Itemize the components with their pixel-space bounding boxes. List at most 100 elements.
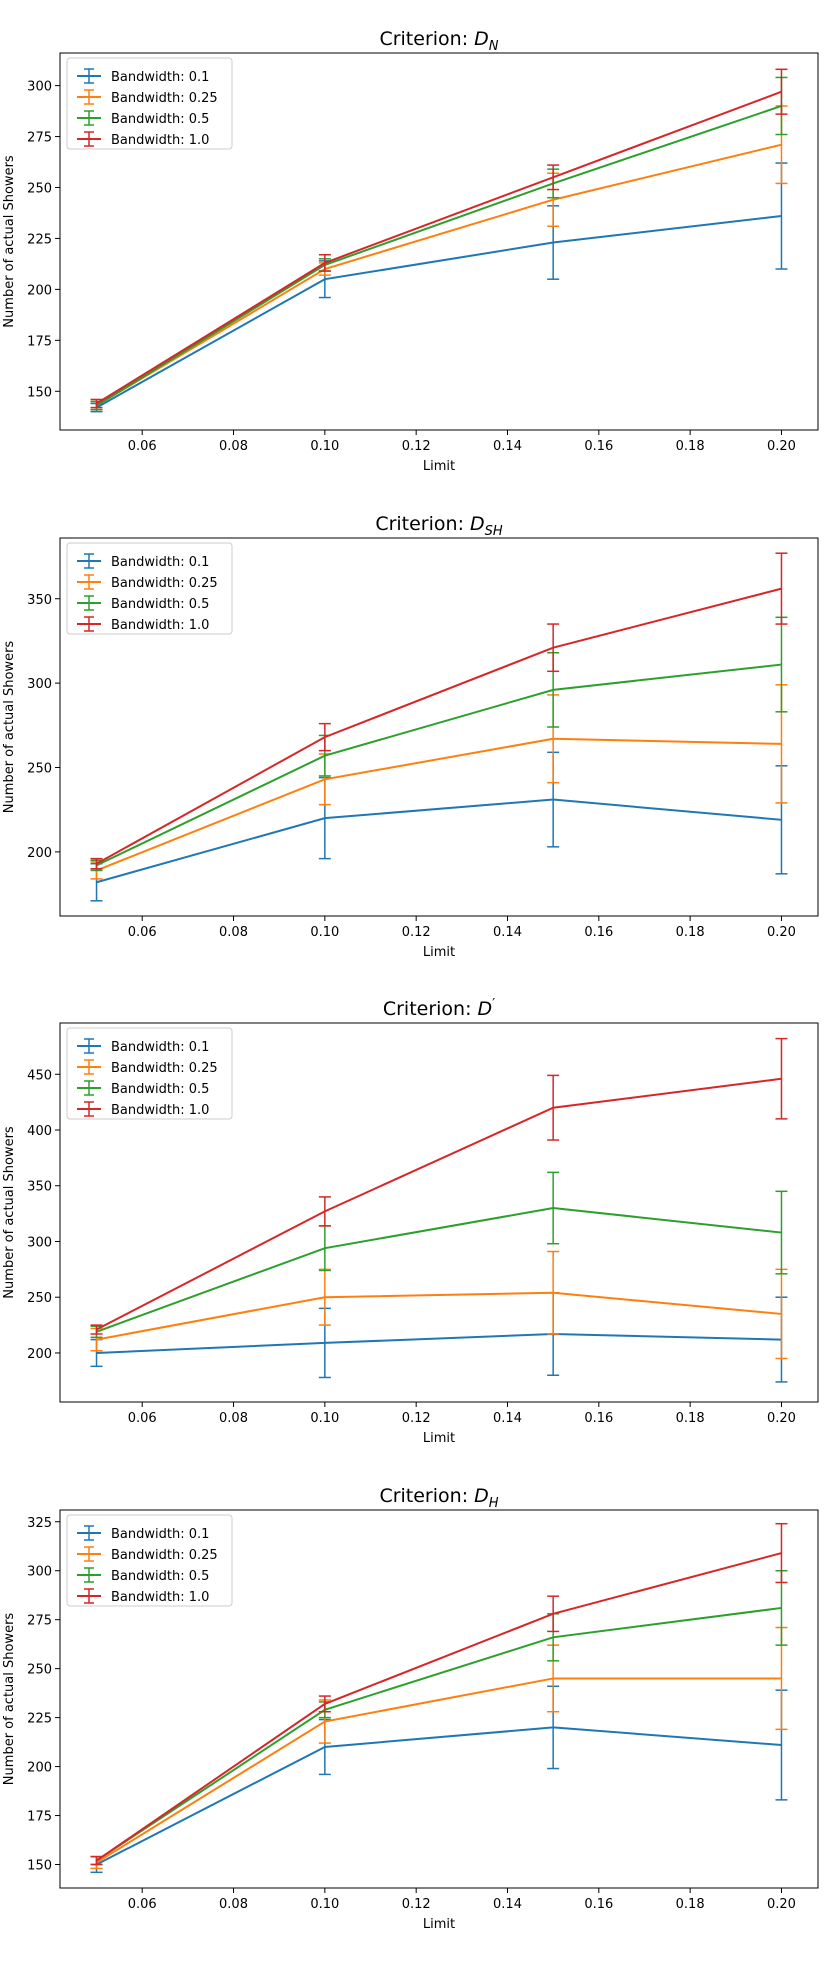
series-3 — [90, 1569, 788, 1866]
x-tick-label: 0.18 — [676, 1411, 705, 1426]
y-tick-label: 350 — [27, 1180, 52, 1195]
legend-label: Bandwidth: 1.0 — [111, 133, 209, 148]
legend-label: Bandwidth: 1.0 — [111, 618, 209, 633]
legend-marker — [77, 1588, 101, 1604]
chart-panel-4: Criterion: DH 0.06 0.08 0.10 0.12 0.14 0.16 0.1… — [2, 1485, 819, 1932]
series-line — [95, 1606, 782, 1862]
chart-title: Criterion: DSH — [375, 513, 503, 539]
legend-label: Bandwidth: 0.1 — [111, 1040, 209, 1055]
y-tick-label: 250 — [27, 1663, 52, 1678]
error-bar — [90, 1855, 103, 1866]
x-tick-label: 0.20 — [767, 925, 796, 940]
legend-marker — [77, 1038, 101, 1054]
legend-label: Bandwidth: 0.1 — [111, 1527, 209, 1542]
error-bar — [775, 1190, 788, 1275]
error-bar — [547, 623, 560, 673]
legend-label: Bandwidth: 0.25 — [111, 1548, 218, 1563]
y-tick-label: 175 — [27, 334, 52, 349]
x-tick-label: 0.16 — [584, 1411, 613, 1426]
y-tick-label: 225 — [27, 232, 52, 247]
x-axis-label: Limit — [423, 459, 455, 474]
legend-label: Bandwidth: 0.25 — [111, 576, 218, 591]
x-tick-label: 0.16 — [584, 1897, 613, 1912]
series-3 — [90, 616, 788, 872]
error-bar — [318, 722, 331, 752]
x-tick-label: 0.14 — [493, 439, 522, 454]
x-tick-label: 0.16 — [584, 925, 613, 940]
error-bar — [90, 857, 103, 870]
error-bar — [90, 398, 103, 409]
series-2 — [90, 105, 788, 411]
x-tick-label: 0.14 — [493, 925, 522, 940]
series-3 — [90, 1171, 788, 1339]
y-tick-label: 300 — [27, 1565, 52, 1580]
x-axis-label: Limit — [423, 1917, 455, 1932]
x-tick-label: 0.18 — [676, 925, 705, 940]
chart-panel-1: Criterion: DN 0.06 0.08 0.10 0.12 0.14 0.16 0.1… — [2, 28, 819, 474]
axes-frame — [59, 1022, 819, 1403]
axes-frame — [59, 1509, 819, 1889]
legend-label: Bandwidth: 1.0 — [111, 1103, 209, 1118]
error-bar — [775, 1522, 788, 1584]
legend-box — [66, 1027, 233, 1120]
legend-label: Bandwidth: 0.5 — [111, 597, 209, 612]
series-line — [96, 798, 782, 884]
series-line — [95, 1552, 782, 1862]
error-bar — [775, 1037, 788, 1120]
series-1 — [90, 162, 788, 413]
x-tick-label: 0.10 — [310, 925, 339, 940]
legend-label: Bandwidth: 0.25 — [111, 91, 218, 106]
error-bar — [547, 164, 560, 191]
series-line — [96, 143, 782, 407]
y-tick-label: 450 — [27, 1068, 52, 1083]
y-tick-label: 300 — [27, 80, 52, 95]
series-1 — [90, 751, 788, 902]
y-tick-label: 275 — [27, 131, 52, 146]
series-1 — [90, 1292, 788, 1383]
legend: Bandwidth: 0.1 Bandwidth: 0.25 Bandwidth: … — [66, 542, 233, 635]
legend-label: Bandwidth: 1.0 — [111, 1590, 209, 1605]
error-bar — [547, 1250, 560, 1335]
series-2 — [90, 1250, 788, 1360]
legend-label: Bandwidth: 0.1 — [111, 555, 209, 570]
legend-marker — [77, 574, 101, 590]
x-tick-label: 0.10 — [310, 1411, 339, 1426]
axes-frame — [59, 537, 819, 917]
legend-marker — [77, 131, 101, 147]
chart-title: Criterion: D′ — [383, 997, 495, 1020]
series-line — [96, 1332, 782, 1354]
error-bar — [775, 552, 788, 625]
legend-label: Bandwidth: 0.5 — [111, 1082, 209, 1097]
series-2 — [90, 684, 788, 880]
legend-marker — [77, 1059, 101, 1075]
error-bar — [547, 1595, 560, 1633]
series-2 — [90, 1626, 788, 1870]
y-tick-label: 300 — [27, 1235, 52, 1250]
y-axis-label: Number of actual Showers — [2, 1126, 17, 1299]
x-tick-label: 0.18 — [676, 1897, 705, 1912]
x-axis-label: Limit — [423, 1431, 455, 1446]
legend-marker — [77, 1101, 101, 1117]
x-tick-label: 0.12 — [402, 1897, 431, 1912]
x-tick-label: 0.20 — [767, 1897, 796, 1912]
y-tick-label: 150 — [27, 385, 52, 400]
series-line — [96, 1726, 782, 1866]
y-tick-label: 250 — [27, 1291, 52, 1306]
series-line — [96, 1291, 782, 1341]
error-bar — [318, 1695, 331, 1713]
x-tick-label: 0.06 — [128, 439, 157, 454]
legend-marker — [77, 1546, 101, 1562]
y-tick-label: 250 — [27, 762, 52, 777]
x-tick-label: 0.16 — [584, 439, 613, 454]
axes-frame — [59, 52, 819, 431]
series-line — [96, 663, 782, 867]
x-tick-label: 0.08 — [219, 1411, 248, 1426]
y-tick-label: 175 — [27, 1810, 52, 1825]
x-axis-label: Limit — [423, 945, 455, 960]
series-line — [96, 587, 782, 865]
legend-marker — [77, 616, 101, 632]
error-bar — [547, 1171, 560, 1245]
y-tick-label: 250 — [27, 181, 52, 196]
y-tick-label: 350 — [27, 593, 52, 608]
